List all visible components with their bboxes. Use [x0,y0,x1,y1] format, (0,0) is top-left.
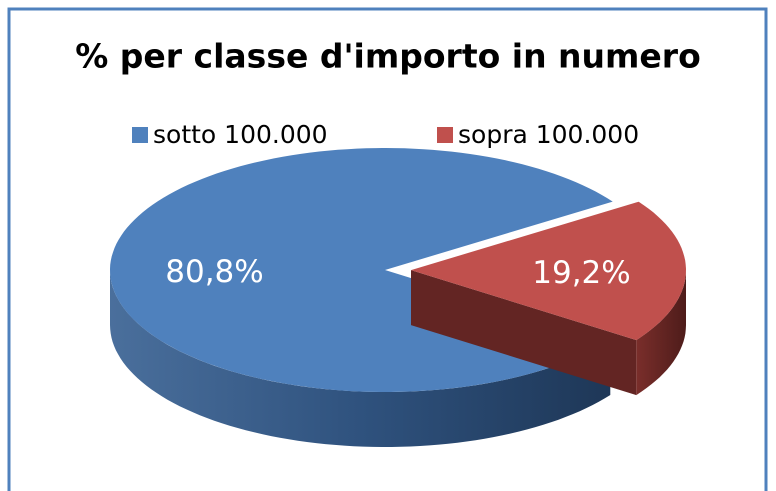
legend-label: sopra 100.000 [458,120,639,149]
legend-label: sotto 100.000 [153,120,328,149]
slice-side [636,270,686,396]
slice-side [110,270,611,447]
slice-cut-face [411,270,637,396]
legend-swatch [132,127,148,143]
data-label: 80,8% [165,254,263,290]
data-label: 19,2% [532,255,630,291]
slice [411,201,686,341]
chart-title: % per classe d'importo in numero [75,37,701,76]
legend-swatch [437,127,453,143]
